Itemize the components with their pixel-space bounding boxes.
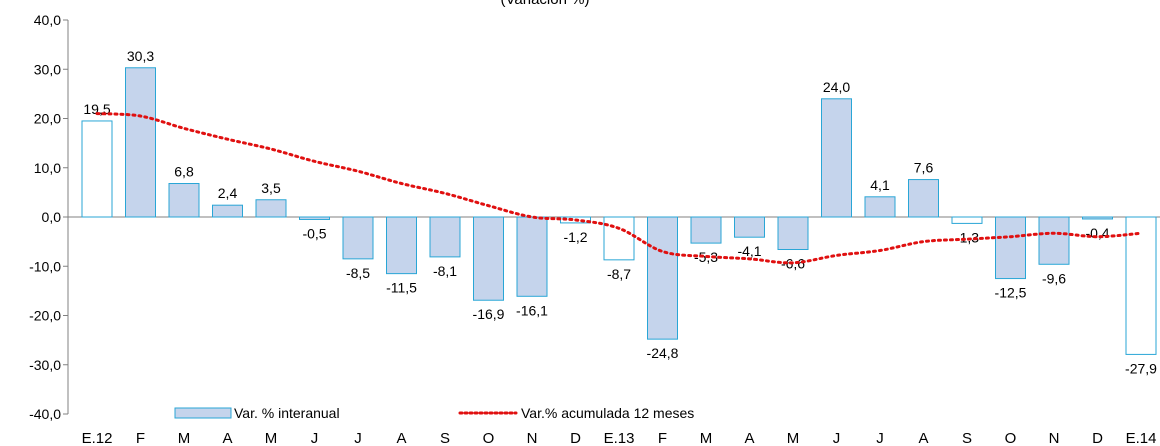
bar xyxy=(342,216,374,260)
bar-data-label: -16,9 xyxy=(473,306,505,322)
x-tick-label: D xyxy=(570,430,581,446)
x-tick-label: O xyxy=(1005,430,1017,446)
x-tick-label: F xyxy=(658,430,667,446)
bar xyxy=(1038,216,1070,265)
x-tick-label: J xyxy=(833,430,841,446)
bar-data-label: 4,1 xyxy=(870,177,890,193)
bar-data-label: -9,6 xyxy=(1042,270,1066,286)
bar xyxy=(690,216,722,244)
bar xyxy=(212,204,243,218)
bar xyxy=(821,98,852,218)
bar xyxy=(1082,216,1113,220)
x-tick-label: J xyxy=(311,430,319,446)
bar xyxy=(777,216,809,251)
x-tick-label: M xyxy=(787,430,800,446)
x-tick-label: D xyxy=(1092,430,1103,446)
bar xyxy=(908,179,939,218)
bar-data-label: 3,5 xyxy=(261,180,281,196)
x-tick-label: A xyxy=(222,430,232,446)
x-tick-label: F xyxy=(136,430,145,446)
x-tick-label: A xyxy=(396,430,406,446)
bar-data-label: -11,5 xyxy=(386,280,417,296)
bar xyxy=(951,216,983,224)
bar-data-label: 7,6 xyxy=(914,160,934,176)
bar xyxy=(429,216,461,258)
bar-data-label: -27,9 xyxy=(1125,360,1157,376)
chart-subtitle: (Variación %) xyxy=(501,0,590,8)
x-tick-label: S xyxy=(440,430,450,446)
bar xyxy=(1125,216,1157,355)
bar-data-label: 30,3 xyxy=(127,48,154,64)
bar xyxy=(864,196,896,218)
y-tick-label: 10,0 xyxy=(34,160,61,176)
bar xyxy=(995,216,1026,280)
bar xyxy=(81,120,113,218)
y-tick-label: -40,0 xyxy=(29,406,61,422)
legend-swatch-bars xyxy=(174,407,232,419)
bar xyxy=(734,216,765,238)
x-tick-label: M xyxy=(700,430,713,446)
bar-data-label: -1,3 xyxy=(955,229,979,245)
x-tick-label: E.12 xyxy=(82,430,113,446)
x-tick-label: M xyxy=(178,430,191,446)
y-axis: -40,0 -30,0 -20,0 -10,0 0,0 10,0 20,0 30,0 40,0 xyxy=(29,12,69,422)
bar-data-label: 24,0 xyxy=(823,79,850,95)
y-tick-label: 40,0 xyxy=(34,12,61,28)
bar xyxy=(516,216,548,297)
x-tick-label: J xyxy=(354,430,362,446)
chart-subtitle-group: (Variación %) xyxy=(501,0,590,8)
bar-data-labels: 19,530,36,82,4 3,5-0,5-8,5-11,5-8,1-16,9-… xyxy=(83,48,1157,377)
bar xyxy=(255,199,287,218)
bar-data-label: 6,8 xyxy=(174,164,194,180)
x-tick-label: J xyxy=(876,430,884,446)
legend-label-line: Var.% acumulada 12 meses xyxy=(521,405,694,421)
bar-data-label: -8,7 xyxy=(607,266,631,282)
cumulative-line xyxy=(95,112,1143,265)
bar-data-label: -16,1 xyxy=(516,302,548,318)
x-tick-label: E.14 xyxy=(1126,430,1157,446)
bar-data-label: -4,1 xyxy=(737,243,761,259)
bar xyxy=(168,183,200,218)
bar-data-label: -24,8 xyxy=(647,345,679,361)
x-tick-label: E.13 xyxy=(604,430,635,446)
bar xyxy=(473,216,504,301)
x-tick-label: A xyxy=(918,430,928,446)
bar-data-label: -0,4 xyxy=(1085,225,1109,241)
x-tick-label: A xyxy=(744,430,754,446)
bar xyxy=(386,216,417,275)
legend-label-bars: Var. % interanual xyxy=(234,405,340,421)
bar xyxy=(125,67,156,218)
bar xyxy=(647,216,678,340)
x-tick-label: N xyxy=(1049,430,1060,446)
bar xyxy=(603,216,635,261)
bar-data-label: -12,5 xyxy=(995,285,1027,301)
y-tick-label: 0,0 xyxy=(42,209,62,225)
y-tick-label: 20,0 xyxy=(34,111,61,127)
y-tick-label: -30,0 xyxy=(29,357,61,373)
bar-data-label: -8,5 xyxy=(346,265,370,281)
bar-series xyxy=(81,67,1157,355)
bar-data-label: 2,4 xyxy=(218,185,238,201)
x-tick-label: O xyxy=(483,430,495,446)
bar-data-label: -0,5 xyxy=(302,225,326,241)
y-tick-label: 30,0 xyxy=(34,61,61,77)
x-tick-label: M xyxy=(265,430,278,446)
cumulative-line-series xyxy=(95,112,1143,265)
bar xyxy=(299,216,330,220)
x-tick-label: N xyxy=(527,430,538,446)
bar-data-label: -8,1 xyxy=(433,263,457,279)
y-tick-label: -20,0 xyxy=(29,308,61,324)
x-tick-label: S xyxy=(962,430,972,446)
bar-data-label: -1,2 xyxy=(563,229,587,245)
legend: Var. % interanual Var.% acumulada 12 mes… xyxy=(174,405,694,421)
y-tick-label: -10,0 xyxy=(29,258,61,274)
x-axis: E.12 F M A M J J A S O N D E.13 F M A M J J A S O N D E.14 xyxy=(68,216,1160,446)
